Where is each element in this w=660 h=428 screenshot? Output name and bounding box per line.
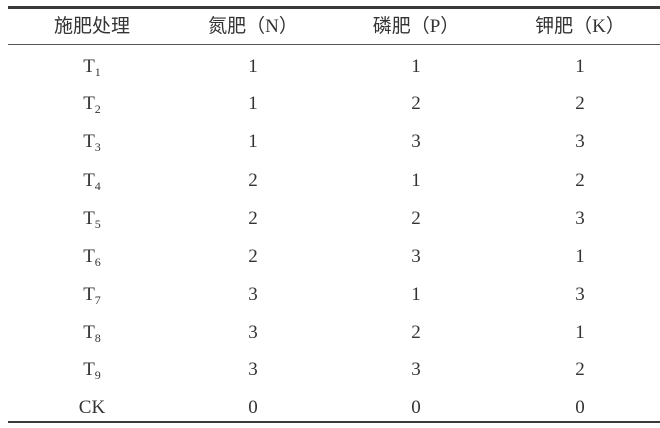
potassium-cell: 2 [575,359,585,380]
table-row: CK 0 0 0 [0,393,660,423]
phosphorus-cell: 3 [411,131,421,152]
potassium-cell: 2 [575,93,585,114]
potassium-cell: 3 [575,208,585,229]
table-bottom-rule [8,421,660,423]
phosphorus-cell: 3 [411,359,421,380]
nitrogen-cell: 2 [248,246,258,267]
phosphorus-cell: 1 [411,170,421,191]
treatment-subscript: 6 [94,255,101,269]
phosphorus-cell: 3 [411,246,421,267]
treatment-cell: T4 [17,166,167,201]
table-header-rule [8,44,660,45]
treatment-subscript: 9 [94,368,101,382]
potassium-cell: 1 [575,322,585,343]
nitrogen-cell: 1 [248,56,258,77]
treatment-cell: T7 [17,280,167,315]
nitrogen-cell: 1 [248,93,258,114]
treatment-subscript: 5 [94,217,101,231]
potassium-cell: 1 [575,246,585,267]
treatment-name: T [83,93,95,114]
phosphorus-cell: 0 [411,397,421,418]
phosphorus-cell: 2 [411,208,421,229]
treatment-cell: T8 [17,318,167,353]
nitrogen-cell: 3 [248,284,258,305]
treatment-cell: CK [17,393,167,428]
treatment-name: T [83,359,95,380]
header-potassium: 钾肥（K） [535,16,625,37]
treatment-cell: T2 [17,89,167,124]
nitrogen-cell: 3 [248,322,258,343]
treatment-subscript: 1 [94,65,101,79]
treatment-cell: T6 [17,242,167,277]
treatment-cell: T3 [17,127,167,162]
nitrogen-cell: 2 [248,170,258,191]
treatment-name: T [83,131,95,152]
treatment-subscript: 7 [94,293,101,307]
table-row: T4 2 1 2 [0,166,660,196]
phosphorus-cell: 1 [411,56,421,77]
table-top-rule [8,6,660,9]
phosphorus-cell: 1 [411,284,421,305]
treatment-name: T [83,56,95,77]
treatment-cell: T1 [17,52,167,87]
header-nitrogen: 氮肥（N） [208,16,298,37]
table-row: T7 3 1 3 [0,280,660,310]
table-row: T3 1 3 3 [0,127,660,157]
potassium-cell: 3 [575,284,585,305]
table-row: T1 1 1 1 [0,52,660,82]
nitrogen-cell: 2 [248,208,258,229]
nitrogen-cell: 0 [248,397,258,418]
potassium-cell: 2 [575,170,585,191]
phosphorus-cell: 2 [411,322,421,343]
nitrogen-cell: 1 [248,131,258,152]
header-treatment: 施肥处理 [53,16,130,37]
header-phosphorus: 磷肥（P） [372,16,460,37]
treatment-cell: T5 [17,204,167,239]
treatment-name: T [83,208,95,229]
table-row: T5 2 2 3 [0,204,660,234]
potassium-cell: 1 [575,56,585,77]
treatment-subscript: 4 [94,179,101,193]
potassium-cell: 0 [575,397,585,418]
treatment-name: T [83,170,95,191]
potassium-cell: 3 [575,131,585,152]
table-row: T2 1 2 2 [0,89,660,119]
table-header-row: 施肥处理 氮肥（N） 磷肥（P） 钾肥（K） [0,12,660,42]
treatment-name: T [83,246,95,267]
phosphorus-cell: 2 [411,93,421,114]
table-row: T8 3 2 1 [0,318,660,348]
treatment-subscript: 8 [94,331,101,345]
treatment-name: CK [78,397,106,418]
treatment-name: T [83,322,95,343]
treatment-subscript: 3 [94,140,101,154]
table-row: T9 3 3 2 [0,355,660,385]
treatment-name: T [83,284,95,305]
treatment-cell: T9 [17,355,167,390]
treatment-subscript: 2 [94,102,101,116]
nitrogen-cell: 3 [248,359,258,380]
table-row: T6 2 3 1 [0,242,660,272]
